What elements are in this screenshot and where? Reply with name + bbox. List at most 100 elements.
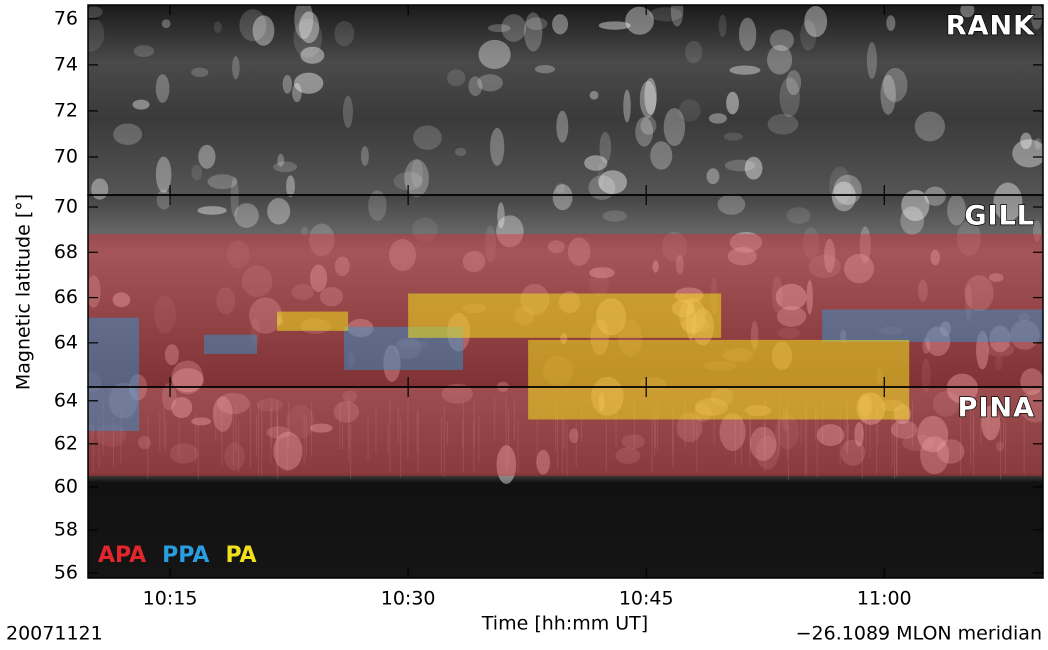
x-tick-label: 10:15: [143, 588, 198, 610]
aurora-streak: [213, 21, 222, 33]
aurora-streak: [383, 344, 401, 382]
aurora-streak: [441, 383, 473, 404]
aurora-streak: [293, 72, 324, 94]
aurora-streak: [524, 12, 543, 52]
aurora-streak: [169, 443, 199, 464]
aurora-streak: [309, 423, 333, 433]
aurora-streak: [216, 287, 236, 315]
aurora-streak: [615, 447, 641, 464]
y-tick-label: 70: [54, 146, 78, 168]
aurora-streak: [986, 342, 1015, 357]
region-pa: [277, 311, 349, 331]
aurora-streak: [300, 46, 325, 64]
aurora-streak: [774, 414, 800, 450]
aurora-streak: [786, 70, 802, 96]
aurora-streak: [775, 283, 807, 311]
y-tick-label: 66: [54, 286, 78, 308]
aurora-streak: [161, 382, 177, 411]
aurora-streak: [670, 5, 684, 27]
aurora-streak: [880, 74, 896, 115]
aurora-streak: [946, 373, 978, 404]
aurora-streak: [803, 227, 820, 260]
aurora-streak: [1034, 138, 1042, 150]
aurora-streak: [88, 275, 101, 308]
region-ppa: [822, 309, 1043, 342]
aurora-streak: [840, 439, 866, 466]
region-ppa: [88, 387, 140, 431]
keogram-image: [88, 5, 1043, 195]
aurora-streak: [708, 113, 727, 124]
aurora-streak: [277, 153, 285, 167]
aurora-streak: [308, 223, 335, 257]
aurora-streak: [918, 279, 928, 302]
aurora-streak: [635, 116, 654, 147]
aurora-streak: [932, 391, 960, 417]
aurora-streak: [833, 174, 862, 205]
aurora-streak: [994, 356, 1003, 371]
aurora-streak: [883, 67, 908, 103]
aurora-streak: [804, 6, 828, 38]
aurora-streak: [652, 260, 659, 273]
aurora-streak: [947, 194, 966, 226]
aurora-streak: [589, 267, 615, 279]
aurora-streak: [191, 67, 209, 78]
aurora-streak: [496, 215, 524, 248]
aurora-streak: [1020, 132, 1032, 149]
aurora-streak: [1030, 5, 1043, 30]
region-ppa: [88, 317, 140, 387]
aurora-streak: [413, 125, 442, 150]
aurora-streak: [989, 325, 1011, 353]
aurora-streak: [776, 306, 807, 327]
aurora-streak: [744, 156, 763, 180]
aurora-streak: [729, 231, 763, 253]
aurora-streak: [569, 428, 579, 444]
date: 20071121: [6, 623, 103, 645]
aurora-streak: [756, 435, 779, 470]
aurora-streak: [212, 396, 233, 432]
legend-entry: PPA: [162, 543, 209, 568]
aurora-streak: [771, 276, 783, 313]
aurora-streak: [368, 190, 387, 221]
aurora-streak: [226, 240, 250, 269]
meridian: −26.1089 MLON meridian: [796, 623, 1042, 645]
aurora-streak: [198, 144, 216, 169]
aurora-streak: [988, 273, 1004, 282]
aurora-streak: [333, 400, 360, 423]
aurora-streak: [854, 422, 864, 447]
aurora-streak: [342, 95, 353, 129]
aurora-streak: [241, 265, 273, 298]
aurora-streak: [678, 99, 701, 122]
aurora-streak: [487, 24, 511, 33]
aurora-streak: [171, 360, 204, 395]
y-axis-label: Magnetic latitude [°]: [13, 194, 35, 390]
aurora-streak: [156, 189, 172, 210]
aurora-streak: [964, 275, 994, 312]
aurora-streak: [490, 127, 505, 166]
aurora-streak: [112, 292, 131, 308]
aurora-streak: [411, 217, 438, 242]
aurora-streak: [232, 56, 240, 80]
aurora-streak: [800, 20, 817, 51]
region-pa: [408, 293, 722, 338]
aurora-streak: [589, 270, 609, 297]
station-label: RANK: [946, 11, 1035, 42]
aurora-streak: [779, 77, 800, 118]
aurora-streak: [468, 76, 483, 96]
aurora-streak: [914, 111, 946, 142]
aurora-streak: [922, 337, 931, 354]
x-tick-label: 10:45: [619, 588, 674, 610]
aurora-streak: [300, 226, 309, 236]
aurora-streak: [598, 21, 631, 30]
aurora-streak: [96, 423, 127, 448]
aurora-streak: [1033, 220, 1042, 242]
aurora-streak: [88, 16, 105, 52]
aurora-streak: [267, 197, 291, 225]
aurora-streak: [132, 99, 150, 110]
aurora-streak: [293, 18, 323, 58]
aurora-streak: [497, 202, 505, 229]
aurora-streak: [806, 280, 813, 315]
aurora-streak: [808, 254, 841, 279]
aurora-streak: [286, 175, 295, 198]
aurora-streak: [310, 264, 328, 293]
aurora-streak: [649, 7, 683, 22]
